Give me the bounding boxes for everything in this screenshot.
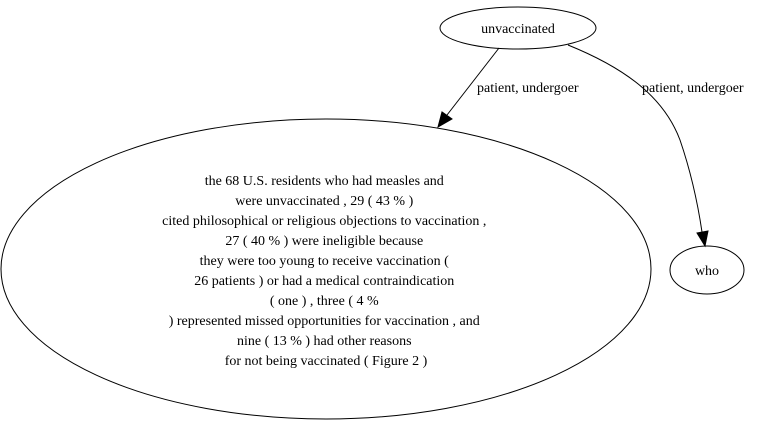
node-residents-shape bbox=[0, 118, 652, 420]
node-residents[interactable]: the 68 U.S. residents who had measles an… bbox=[0, 118, 652, 420]
residents-line-3: cited philosophical or religious objecti… bbox=[162, 214, 486, 229]
residents-line-6: 26 patients ) or had a medical contraind… bbox=[194, 274, 454, 289]
residents-line-1: the 68 U.S. residents who had measles an… bbox=[205, 174, 444, 189]
node-unvaccinated-shape bbox=[439, 6, 597, 50]
edge-unvaccinated-to-residents-line bbox=[446, 47, 500, 116]
edge-unvaccinated-to-who[interactable]: patient, undergoer bbox=[567, 44, 744, 248]
residents-line-2: were unvaccinated , 29 ( 43 % ) bbox=[235, 194, 413, 209]
edge-unvaccinated-to-who-label: patient, undergoer bbox=[642, 81, 744, 96]
residents-line-10: for not being vaccinated ( Figure 2 ) bbox=[225, 354, 428, 369]
residents-line-7: ( one ) , three ( 4 % bbox=[270, 294, 379, 309]
node-unvaccinated-label: unvaccinated bbox=[481, 22, 555, 37]
residents-line-8: ) represented missed opportunities for v… bbox=[169, 314, 480, 329]
node-who[interactable]: who bbox=[669, 245, 745, 295]
edge-unvaccinated-to-residents[interactable]: patient, undergoer bbox=[437, 47, 579, 129]
residents-line-5: they were too young to receive vaccinati… bbox=[200, 254, 450, 269]
node-who-label: who bbox=[695, 264, 719, 279]
node-unvaccinated[interactable]: unvaccinated bbox=[439, 6, 597, 50]
edge-unvaccinated-to-who-arrowhead bbox=[696, 230, 709, 248]
node-residents-label: the 68 U.S. residents who had measles an… bbox=[162, 174, 490, 369]
edge-unvaccinated-to-residents-arrowhead bbox=[437, 111, 453, 129]
residents-line-4: 27 ( 40 % ) were ineligible because bbox=[225, 234, 423, 249]
node-who-shape bbox=[669, 245, 745, 295]
residents-line-9: nine ( 13 % ) had other reasons bbox=[237, 334, 412, 349]
edge-unvaccinated-to-who-line bbox=[567, 44, 703, 233]
edge-unvaccinated-to-residents-label: patient, undergoer bbox=[477, 81, 579, 96]
